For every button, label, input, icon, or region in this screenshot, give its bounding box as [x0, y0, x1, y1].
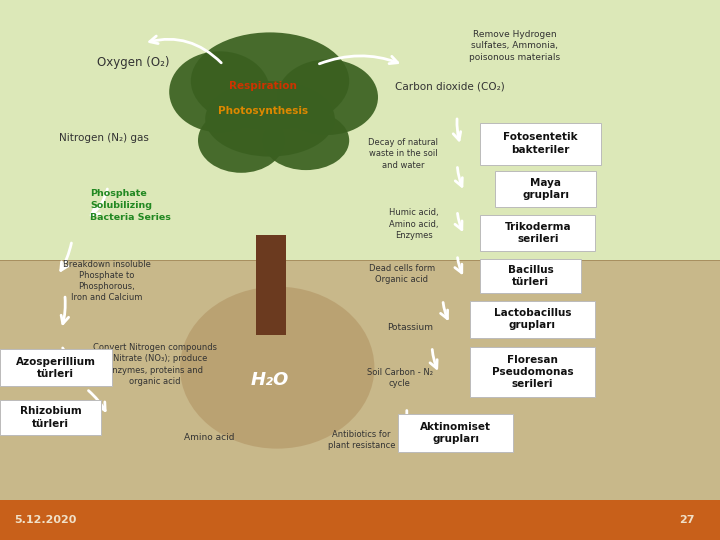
Text: Rhizobium
türleri: Rhizobium türleri [19, 406, 81, 429]
Text: Dead cells form
Organic acid: Dead cells form Organic acid [369, 264, 435, 285]
Text: Potassium: Potassium [387, 323, 433, 332]
Text: Trikoderma
serileri: Trikoderma serileri [505, 222, 571, 245]
FancyBboxPatch shape [0, 349, 112, 386]
Text: Breakdown insoluble
Phosphate to
Phosphorous,
Iron and Calcium: Breakdown insoluble Phosphate to Phospho… [63, 260, 150, 302]
Text: Bacillus
türleri: Bacillus türleri [508, 265, 554, 287]
Ellipse shape [191, 32, 349, 130]
FancyBboxPatch shape [0, 400, 101, 435]
Text: Antibiotics for
plant resistance: Antibiotics for plant resistance [328, 430, 395, 450]
Bar [256, 235, 286, 335]
Text: Aktinomiset
grupları: Aktinomiset grupları [420, 422, 491, 444]
Text: Carbon dioxide (CO₂): Carbon dioxide (CO₂) [395, 82, 505, 91]
Ellipse shape [263, 111, 349, 170]
FancyBboxPatch shape [480, 123, 601, 165]
Ellipse shape [169, 51, 270, 132]
Text: 27: 27 [679, 515, 695, 525]
Text: Fotosentetik
bakteriler: Fotosentetik bakteriler [503, 132, 578, 155]
FancyBboxPatch shape [480, 259, 581, 293]
Ellipse shape [277, 59, 378, 135]
Text: H₂O: H₂O [251, 370, 289, 389]
Text: Convert Nitrogen compounds
to Nitrate (NO₃); produce
enzymes, proteins and
organ: Convert Nitrogen compounds to Nitrate (N… [93, 343, 217, 386]
Text: Maya
grupları: Maya grupları [522, 178, 570, 200]
Bar [0, 500, 720, 540]
Text: Azosperillium
türleri: Azosperillium türleri [16, 356, 96, 379]
Ellipse shape [205, 81, 335, 157]
Text: Humic acid,
Amino acid,
Enzymes: Humic acid, Amino acid, Enzymes [390, 208, 438, 240]
Text: Remove Hydrogen
sulfates, Ammonia,
poisonous materials: Remove Hydrogen sulfates, Ammonia, poiso… [469, 30, 560, 62]
Bar [0, 260, 720, 261]
Text: Lactobacillus
grupları: Lactobacillus grupları [494, 308, 571, 330]
Text: Decay of natural
waste in the soil
and water: Decay of natural waste in the soil and w… [368, 138, 438, 170]
Text: Photosynthesis: Photosynthesis [217, 106, 308, 116]
Ellipse shape [198, 108, 284, 173]
Text: Phosphate
Solubilizing
Bacteria Series: Phosphate Solubilizing Bacteria Series [90, 189, 171, 221]
Text: Floresan
Pseudomonas
serileri: Floresan Pseudomonas serileri [492, 355, 573, 389]
Text: Amino acid: Amino acid [184, 433, 234, 442]
Text: Soil Carbon - N₂
cycle: Soil Carbon - N₂ cycle [366, 368, 433, 388]
FancyBboxPatch shape [495, 171, 596, 207]
Text: Respiration: Respiration [229, 82, 297, 91]
FancyBboxPatch shape [470, 347, 595, 397]
Text: 5.12.2020: 5.12.2020 [14, 515, 77, 525]
Text: Nitrogen (N₂) gas: Nitrogen (N₂) gas [60, 133, 149, 143]
Text: Oxygen (O₂): Oxygen (O₂) [97, 56, 169, 69]
FancyBboxPatch shape [480, 215, 595, 251]
FancyBboxPatch shape [470, 301, 595, 338]
FancyBboxPatch shape [398, 414, 513, 452]
Bar [0, 260, 720, 500]
Ellipse shape [180, 287, 374, 449]
Bar [0, 0, 720, 260]
